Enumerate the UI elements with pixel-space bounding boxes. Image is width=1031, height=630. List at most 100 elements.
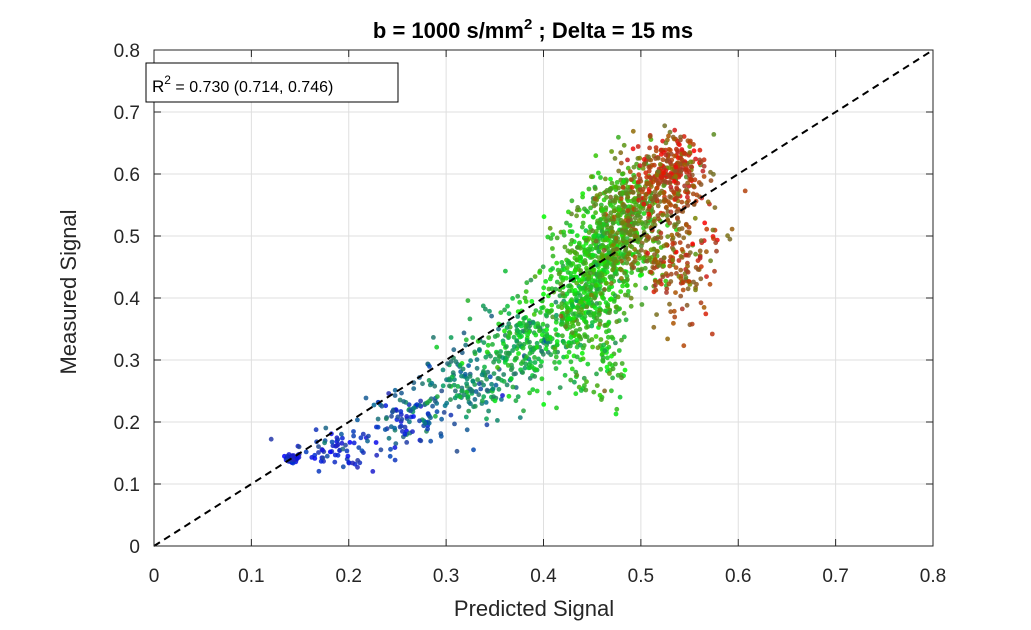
scatter-point <box>612 156 618 161</box>
scatter-point <box>546 390 552 396</box>
scatter-point <box>554 339 560 344</box>
scatter-point <box>320 455 326 461</box>
scatter-point <box>411 386 417 391</box>
scatter-point <box>629 244 635 250</box>
scatter-point <box>470 335 476 340</box>
scatter-point <box>593 238 599 244</box>
scatter-point <box>614 180 620 185</box>
scatter-point <box>581 213 587 219</box>
scatter-point <box>351 429 356 434</box>
scatter-point <box>712 268 717 274</box>
scatter-point <box>656 182 661 187</box>
scatter-point <box>517 299 523 305</box>
scatter-point <box>564 305 570 311</box>
scatter-point <box>519 333 524 339</box>
scatter-point <box>399 390 404 396</box>
scatter-point <box>496 326 501 332</box>
scatter-point <box>661 199 667 205</box>
scatter-point <box>454 393 460 399</box>
scatter-point <box>386 435 392 441</box>
scatter-point <box>420 381 425 387</box>
scatter-point <box>456 404 462 410</box>
scatter-point <box>709 331 715 337</box>
scatter-point <box>648 175 654 181</box>
scatter-point <box>601 222 607 228</box>
scatter-point <box>637 155 643 161</box>
scatter-point <box>654 172 660 178</box>
scatter-point <box>320 447 325 453</box>
scatter-point <box>667 301 672 307</box>
scatter-point <box>604 188 610 193</box>
scatter-point <box>538 363 544 369</box>
scatter-point <box>496 358 502 364</box>
scatter-point <box>660 212 665 218</box>
scatter-point <box>324 453 330 459</box>
scatter-point <box>531 347 537 352</box>
scatter-point <box>567 343 573 349</box>
scatter-point <box>661 170 666 176</box>
scatter-point <box>661 190 667 196</box>
scatter-point <box>674 195 679 201</box>
scatter-point <box>611 299 617 304</box>
scatter-point <box>667 263 673 269</box>
scatter-point <box>520 370 525 375</box>
scatter-point <box>564 265 570 271</box>
scatter-point <box>626 256 631 262</box>
scatter-point <box>445 361 450 366</box>
scatter-point <box>522 365 528 371</box>
scatter-point <box>355 458 361 463</box>
scatter-point <box>651 162 657 168</box>
scatter-point <box>679 247 685 252</box>
y-tick-label: 0.6 <box>114 165 140 186</box>
scatter-point <box>667 159 673 165</box>
scatter-point <box>617 394 623 400</box>
scatter-point <box>580 220 586 226</box>
scatter-point <box>698 276 704 282</box>
scatter-point <box>489 381 494 387</box>
scatter-point <box>670 241 676 247</box>
scatter-point <box>554 279 560 285</box>
scatter-point <box>607 361 613 367</box>
scatter-point <box>397 397 403 403</box>
scatter-point <box>482 364 487 370</box>
scatter-point <box>588 285 594 291</box>
scatter-point <box>484 376 489 382</box>
scatter-point <box>586 186 592 192</box>
scatter-point <box>332 459 338 465</box>
scatter-point <box>597 392 603 398</box>
scatter-point <box>597 220 603 226</box>
scatter-point <box>564 309 570 315</box>
scatter-point <box>580 194 585 200</box>
scatter-point <box>685 203 691 208</box>
scatter-point <box>609 149 614 154</box>
scatter-point <box>390 408 396 414</box>
scatter-point <box>539 305 545 311</box>
scatter-point <box>591 311 597 316</box>
scatter-point <box>558 313 564 319</box>
scatter-point <box>510 384 516 390</box>
scatter-point <box>613 361 618 367</box>
scatter-point <box>659 174 665 180</box>
scatter-point <box>475 377 480 382</box>
scatter-point <box>594 229 599 234</box>
scatter-point <box>684 187 689 193</box>
scatter-point <box>610 229 615 235</box>
scatter-point <box>309 455 315 460</box>
scatter-point <box>620 236 626 242</box>
scatter-point <box>604 329 609 335</box>
scatter-point <box>591 389 597 395</box>
scatter-point <box>620 185 626 190</box>
scatter-point <box>658 230 664 236</box>
scatter-point <box>668 184 674 190</box>
scatter-point <box>502 307 507 313</box>
scatter-point <box>501 341 506 347</box>
y-tick-label: 0 <box>129 537 140 558</box>
scatter-point <box>597 272 603 278</box>
scatter-point <box>567 283 573 288</box>
x-tick-label: 0.5 <box>628 566 654 587</box>
scatter-point <box>481 394 487 400</box>
scatter-point <box>383 416 389 422</box>
scatter-point <box>340 464 346 470</box>
scatter-point <box>664 204 669 210</box>
scatter-point <box>375 416 381 422</box>
